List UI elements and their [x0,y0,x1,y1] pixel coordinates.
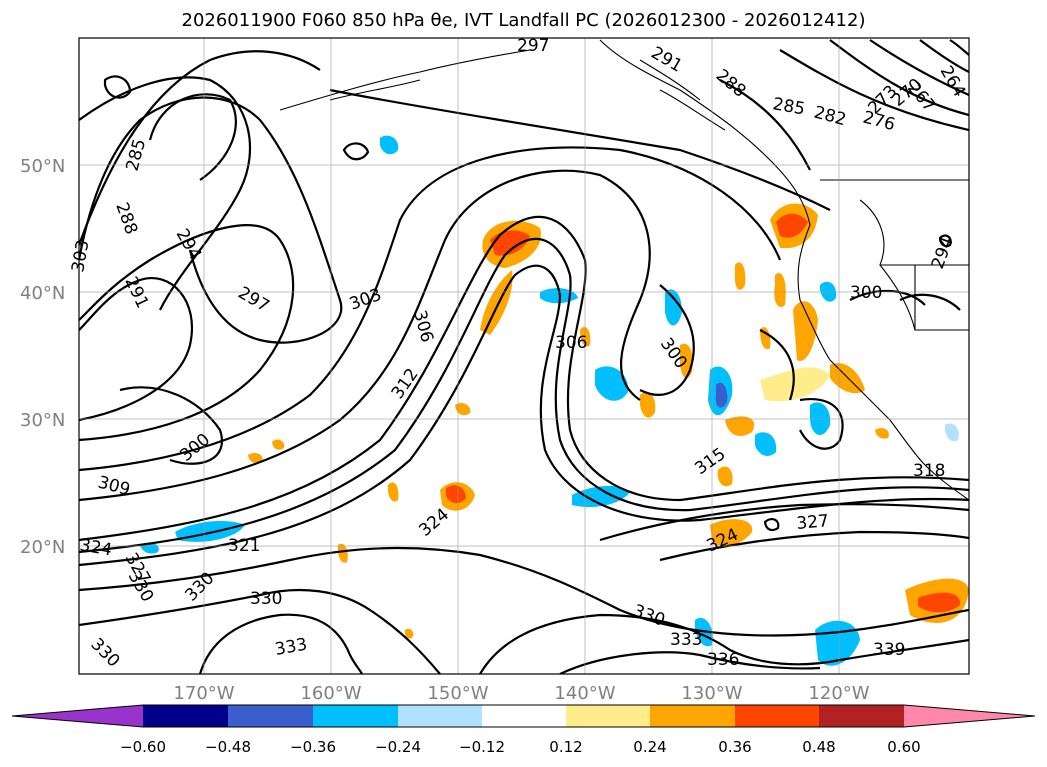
colorbar-segment [313,705,398,727]
colorbar-segment [819,705,904,727]
lat-label: 30°N [20,410,65,431]
map-title: 2026011900 F060 850 hPa θe, IVT Landfall… [181,10,866,31]
lon-label: 150°W [427,683,488,704]
shaded-anomalies [140,135,969,666]
contour-label: 321 [228,536,260,556]
colorbar-tick: 0.24 [633,738,666,756]
colorbar-tick: −0.36 [290,738,336,756]
contour-label: 327 [796,511,830,534]
lat-label: 50°N [20,156,65,177]
contour-label: 333 [670,630,702,650]
lon-label: 120°W [808,683,869,704]
lon-label: 130°W [681,683,742,704]
colorbar-right-extension [904,705,1035,727]
longitude-labels: 170°W 160°W 150°W 140°W 130°W 120°W [173,683,869,704]
gridlines [79,38,969,674]
contour-label: 330 [250,589,282,609]
colorbar-segment [650,705,735,727]
map-frame [78,37,970,675]
lon-label: 140°W [554,683,615,704]
lat-label: 20°N [20,537,65,558]
colorbar-segment [566,705,650,727]
lon-label: 170°W [173,683,234,704]
contour-label: 297 [517,36,549,56]
colorbar-tick: −0.48 [205,738,251,756]
colorbar-tick: 0.36 [718,738,751,756]
coastlines [279,39,969,501]
contour-label: 300 [850,283,882,303]
latitude-labels: 50°N 40°N 30°N 20°N [20,156,65,558]
colorbar-tick: 0.60 [887,738,920,756]
lat-label: 40°N [20,283,65,304]
lon-label: 160°W [300,683,361,704]
colorbar-left-extension [12,705,143,727]
contour-label: 339 [873,640,905,660]
contour-label: 306 [555,333,587,353]
contour-label: 318 [913,461,945,481]
colorbar-tick: −0.60 [120,738,166,756]
colorbar-segment [482,705,566,727]
colorbar-tick: 0.48 [802,738,835,756]
colorbar: −0.60 −0.48 −0.36 −0.24 −0.12 0.12 0.24 … [11,704,1036,756]
contour-label: 336 [707,650,739,670]
colorbar-segment [735,705,819,727]
colorbar-segment [143,705,228,727]
colorbar-segment [228,705,313,727]
colorbar-tick: −0.12 [459,738,505,756]
theta-e-contours [79,39,969,674]
colorbar-tick: 0.12 [549,738,582,756]
colorbar-tick: −0.24 [375,738,421,756]
colorbar-segment [398,705,482,727]
